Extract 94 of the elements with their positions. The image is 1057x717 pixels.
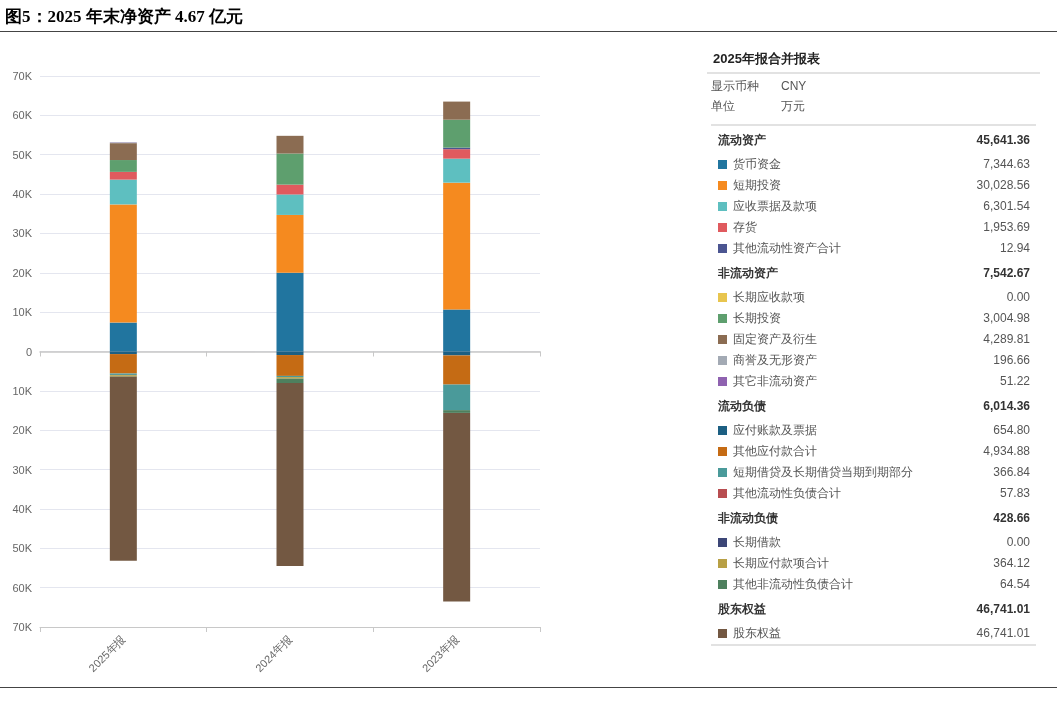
y-tick-label: 30K <box>12 227 33 240</box>
legend-label: 应付账款及票据 <box>733 422 818 439</box>
legend-label: 其他流动性负债合计 <box>733 485 842 502</box>
bar <box>276 272 304 352</box>
text: 显示币种 <box>710 78 760 95</box>
y-tick-label: 20K <box>12 424 33 437</box>
text: 6,014.36 <box>982 398 1031 415</box>
bar <box>276 382 304 566</box>
y-tick-label: 30K <box>12 463 33 476</box>
text: 30,028.56 <box>975 177 1031 194</box>
text: 46,741.01 <box>975 601 1031 618</box>
text: 4,934.88 <box>982 443 1031 460</box>
legend-label: 短期借贷及长期借贷当期到期部分 <box>733 464 914 481</box>
text: 非流动负债 <box>717 510 779 527</box>
y-tick-label: 20K <box>12 266 33 279</box>
text: 7,344.63 <box>982 156 1031 173</box>
bar <box>276 378 304 383</box>
bar <box>443 119 471 148</box>
legend-label: 长期应付款项合计 <box>733 555 830 572</box>
legend-label: 商誉及无形资产 <box>733 352 818 369</box>
y-tick-label: 40K <box>12 502 33 515</box>
text: 51.22 <box>998 373 1031 390</box>
bar <box>443 158 471 183</box>
y-tick-label: 10K <box>12 384 33 397</box>
y-tick-label: 50K <box>12 542 33 555</box>
text: 7,542.67 <box>982 265 1031 282</box>
text: 46,741.01 <box>975 625 1031 642</box>
text: 0.00 <box>1005 534 1031 551</box>
y-tick-label: 10K <box>12 306 33 319</box>
bar <box>276 153 304 185</box>
bar <box>443 149 471 159</box>
bar <box>109 376 137 561</box>
text: 6,301.54 <box>982 198 1031 215</box>
text: 流动负债 <box>717 398 767 415</box>
text: 12.94 <box>998 240 1031 257</box>
bar <box>443 412 471 602</box>
bar <box>443 101 471 120</box>
y-tick-label: 60K <box>12 109 33 122</box>
y-tick-label: 50K <box>12 148 33 161</box>
text: 366.84 <box>992 464 1031 481</box>
legend-label: 其他应付款合计 <box>733 443 818 460</box>
text: CNY <box>781 78 807 95</box>
legend-label: 短期投资 <box>733 177 782 194</box>
bar <box>276 135 304 154</box>
y-tick-label: 0 <box>25 345 32 358</box>
text: 428.66 <box>992 510 1031 527</box>
bar <box>276 194 304 215</box>
y-tick-label: 40K <box>12 188 33 201</box>
text: 45,641.36 <box>975 132 1031 149</box>
legend-label: 固定资产及衍生 <box>733 331 818 348</box>
text: 0.00 <box>1005 289 1031 306</box>
legend-title: 2025年报合并报表 <box>707 46 1040 74</box>
bar <box>276 214 304 273</box>
y-tick-label: 60K <box>12 581 33 594</box>
bar <box>276 355 304 376</box>
text: 64.54 <box>998 576 1031 593</box>
text: 654.80 <box>992 422 1031 439</box>
legend-label: 股东权益 <box>733 625 782 642</box>
bar <box>109 160 137 172</box>
bar <box>109 171 137 180</box>
text: 非流动资产 <box>717 265 779 282</box>
legend-label: 应收票据及款项 <box>733 198 818 215</box>
bar <box>443 182 471 310</box>
text: 1,953.69 <box>982 219 1031 236</box>
text: 196.66 <box>992 352 1031 369</box>
bar <box>109 354 137 374</box>
legend-label: 其它非流动资产 <box>733 373 818 390</box>
text: 57.83 <box>998 485 1031 502</box>
legend-label: 长期借款 <box>733 534 782 551</box>
legend-label: 其他流动性资产合计 <box>733 240 842 257</box>
text: 流动资产 <box>717 132 767 149</box>
bar <box>443 384 471 411</box>
text: 万元 <box>781 98 806 115</box>
bar <box>443 410 471 413</box>
legend-label: 其他非流动性负债合计 <box>733 576 854 593</box>
bar <box>443 309 471 352</box>
text: 单位 <box>710 98 736 115</box>
text: 股东权益 <box>717 601 767 618</box>
text: 3,004.98 <box>982 310 1031 327</box>
legend-label: 货币资金 <box>733 156 782 173</box>
chart-title: 图5：2025 年末净资产 4.67 亿元 <box>5 6 243 28</box>
y-tick-label: 70K <box>12 621 33 633</box>
legend-label: 存货 <box>733 219 758 236</box>
text: 364.12 <box>992 555 1031 572</box>
text: 4,289.81 <box>982 331 1031 348</box>
y-tick-label: 70K <box>12 70 33 82</box>
legend-label: 长期应收款项 <box>733 289 806 306</box>
legend-label: 长期投资 <box>733 310 782 327</box>
bar <box>109 143 137 161</box>
bar <box>109 204 137 323</box>
bar <box>276 184 304 195</box>
bar <box>443 355 471 385</box>
bar <box>109 322 137 352</box>
bar <box>109 179 137 205</box>
